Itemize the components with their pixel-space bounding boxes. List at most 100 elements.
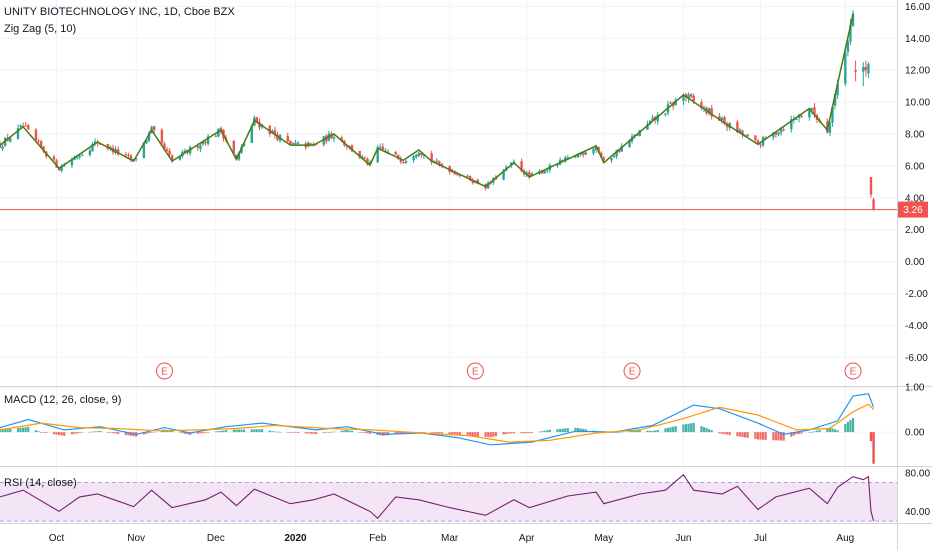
macd-tick-label: 1.00: [905, 383, 925, 394]
candle-body: [862, 66, 865, 72]
candle-body: [242, 143, 246, 147]
macd-histogram-bar: [538, 431, 541, 433]
candle-body: [466, 175, 469, 177]
candle-body: [764, 137, 767, 139]
candle-body: [273, 130, 277, 135]
macd-histogram-bar: [296, 432, 300, 433]
price-tick-label: 4.00: [905, 193, 925, 204]
candle-body: [402, 162, 405, 164]
macd-histogram-bar: [96, 431, 99, 433]
macd-histogram-bar: [70, 432, 74, 435]
macd-histogram-bar: [0, 430, 2, 433]
macd-histogram-bar: [60, 432, 63, 436]
macd-histogram-bar: [343, 430, 346, 433]
candle-body: [476, 179, 480, 184]
price-tick-label: 10.00: [905, 98, 930, 109]
macd-histogram-bar: [813, 431, 816, 433]
macd-histogram-bar: [492, 432, 495, 437]
macd-histogram-bar: [99, 430, 102, 433]
macd-histogram-bar: [27, 426, 30, 433]
candle-body: [754, 135, 757, 141]
candle-body: [1, 146, 4, 149]
macd-histogram-bar: [736, 432, 739, 437]
macd-histogram-bar: [792, 432, 796, 436]
candle-body: [746, 135, 749, 137]
time-tick-label: May: [594, 533, 613, 544]
candle-body: [78, 155, 81, 158]
macd-histogram-bar: [630, 430, 634, 433]
macd-histogram-bar: [474, 432, 477, 437]
candle-body: [602, 157, 605, 160]
candle-body: [235, 154, 238, 159]
candle-body: [34, 129, 38, 141]
macd-histogram-bar: [718, 432, 721, 434]
earnings-marker[interactable]: [155, 362, 173, 380]
macd-histogram-bar: [466, 432, 469, 436]
macd-histogram-bar: [19, 427, 22, 433]
macd-histogram-bar: [340, 430, 343, 433]
candle-body: [163, 143, 166, 149]
candle-body: [725, 124, 729, 128]
zigzag-line: [0, 14, 854, 188]
candle-body: [75, 157, 79, 159]
candle-body: [63, 165, 66, 167]
candle-body: [296, 142, 300, 144]
candle-body: [24, 125, 27, 127]
macd-histogram-bar: [628, 431, 631, 433]
candle-body: [309, 143, 313, 145]
candle-body: [808, 109, 811, 118]
macd-histogram-bar: [404, 432, 408, 434]
macd-histogram-bar: [73, 432, 76, 434]
macd-histogram-bar: [4, 429, 7, 433]
candle-body: [867, 63, 870, 74]
macd-histogram-bar: [451, 432, 454, 435]
candle-body: [127, 155, 130, 157]
macd-histogram-bar: [546, 430, 549, 433]
candle-body: [39, 141, 43, 147]
macd-histogram-bar: [487, 432, 490, 438]
earnings-marker-label: E: [472, 367, 479, 378]
macd-histogram-bar: [325, 432, 328, 433]
earnings-marker[interactable]: [623, 362, 641, 380]
macd-histogram-bar: [556, 429, 559, 433]
macd-histogram-bar: [430, 432, 433, 433]
candle-body: [417, 152, 420, 156]
macd-histogram-bar: [648, 430, 652, 433]
macd-histogram-bar: [772, 432, 775, 441]
macd-histogram-bar: [774, 432, 778, 441]
macd-histogram-bar: [476, 432, 479, 437]
macd-histogram-bar: [34, 430, 38, 433]
time-tick-label: Feb: [369, 533, 387, 544]
earnings-marker[interactable]: [844, 362, 862, 380]
candle-body: [795, 118, 798, 120]
price-tick-label: 8.00: [905, 129, 925, 140]
candle-body: [576, 153, 580, 158]
macd-histogram-bar: [332, 431, 336, 433]
macd-histogram-bar: [458, 432, 462, 435]
candle-body: [872, 199, 875, 210]
rsi-band: [0, 482, 897, 522]
candle-body: [60, 166, 63, 171]
candle-body: [435, 160, 438, 163]
macd-histogram-bar: [684, 424, 688, 433]
indicator-line-layer: [0, 14, 897, 522]
candle-body: [178, 156, 182, 160]
candle-body: [664, 113, 667, 115]
macd-histogram-bar: [201, 432, 205, 434]
macd-histogram-bar: [512, 432, 515, 434]
macd-histogram-bar: [433, 432, 436, 433]
candle-body: [556, 164, 559, 166]
macd-histogram-bar: [746, 432, 749, 438]
macd-histogram-bar: [797, 432, 801, 434]
candle-body: [718, 116, 721, 121]
earnings-marker[interactable]: [466, 362, 484, 380]
macd-histogram-bar: [327, 432, 330, 433]
macd-histogram-bar: [541, 431, 544, 433]
candle-body: [451, 171, 454, 173]
macd-histogram-bar: [219, 430, 223, 433]
candle-body: [196, 146, 200, 148]
macd-histogram-bar: [168, 430, 171, 433]
candle-body: [610, 158, 613, 161]
macd-histogram-bar: [872, 432, 875, 464]
macd-histogram-bar: [63, 432, 66, 436]
